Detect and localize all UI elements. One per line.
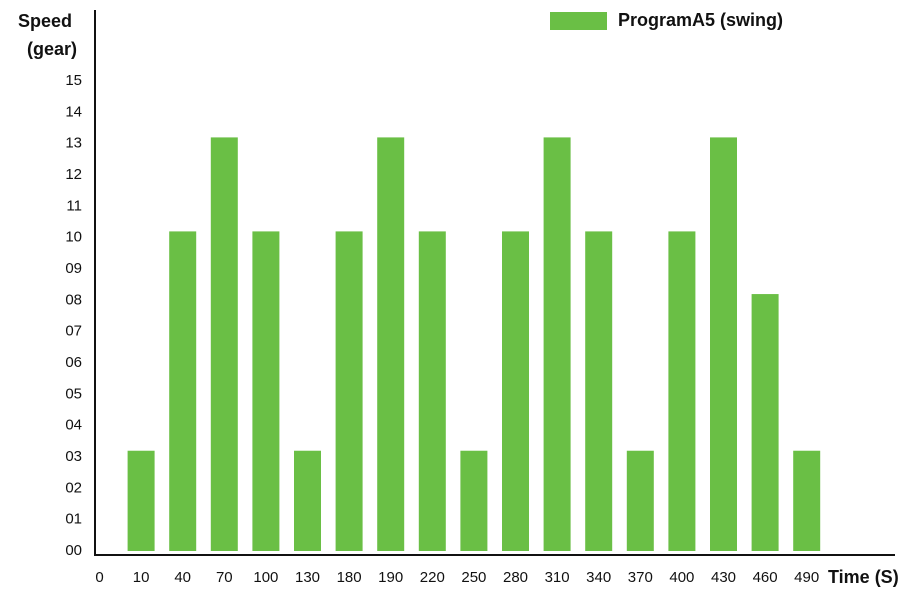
x-tick-label: 0 xyxy=(95,569,103,586)
x-tick-label: 460 xyxy=(753,569,778,586)
y-tick-label: 11 xyxy=(66,197,82,214)
bar xyxy=(710,137,737,551)
y-tick-label: 15 xyxy=(65,72,82,89)
bar xyxy=(418,231,446,551)
y-tick-label: 03 xyxy=(65,448,82,465)
bar xyxy=(751,294,779,551)
x-tick-label: 190 xyxy=(378,569,403,586)
bar xyxy=(377,137,405,551)
x-tick-label: 220 xyxy=(420,569,445,586)
y-tick-label: 06 xyxy=(65,354,82,371)
y-tick-label: 12 xyxy=(65,166,82,183)
bar xyxy=(210,137,238,551)
bar xyxy=(460,450,488,551)
x-tick-label: 370 xyxy=(628,569,653,586)
bar xyxy=(335,231,363,551)
bar xyxy=(502,231,529,551)
bar xyxy=(543,137,571,551)
y-tick-label: 02 xyxy=(65,479,82,496)
y-tick-label: 07 xyxy=(65,323,82,340)
x-tick-label: 280 xyxy=(503,569,528,586)
legend-swatch xyxy=(550,12,607,30)
x-tick-label: 40 xyxy=(174,569,191,586)
y-axis-label: (gear) xyxy=(27,39,77,59)
x-tick-label: 490 xyxy=(794,569,819,586)
bar xyxy=(626,450,654,551)
y-tick-label: 10 xyxy=(65,229,82,246)
y-tick-label: 00 xyxy=(65,542,82,559)
y-tick-label: 05 xyxy=(65,385,82,402)
y-tick-label: 01 xyxy=(65,511,82,528)
bar xyxy=(252,231,280,551)
x-tick-label: 340 xyxy=(586,569,611,586)
y-tick-label: 08 xyxy=(65,291,82,308)
x-tick-label: 130 xyxy=(295,569,320,586)
bar xyxy=(169,231,197,551)
x-axis-label: Time (S) xyxy=(828,567,899,587)
y-tick-label: 13 xyxy=(65,135,82,152)
bar xyxy=(127,450,155,551)
x-tick-label: 70 xyxy=(216,569,233,586)
bar xyxy=(668,231,696,551)
x-tick-label: 400 xyxy=(669,569,694,586)
x-tick-label: 100 xyxy=(253,569,278,586)
y-axis-label: Speed xyxy=(18,11,72,31)
x-tick-label: 250 xyxy=(461,569,486,586)
bar xyxy=(793,450,821,551)
y-tick-label: 09 xyxy=(65,260,82,277)
x-tick-label: 180 xyxy=(337,569,362,586)
x-tick-label: 430 xyxy=(711,569,736,586)
bar xyxy=(585,231,613,551)
bar xyxy=(294,450,321,551)
y-tick-label: 14 xyxy=(65,103,82,120)
x-tick-label: 10 xyxy=(133,569,150,586)
x-tick-label: 310 xyxy=(545,569,570,586)
legend-label: ProgramA5 (swing) xyxy=(618,10,783,30)
y-tick-label: 04 xyxy=(65,417,82,434)
